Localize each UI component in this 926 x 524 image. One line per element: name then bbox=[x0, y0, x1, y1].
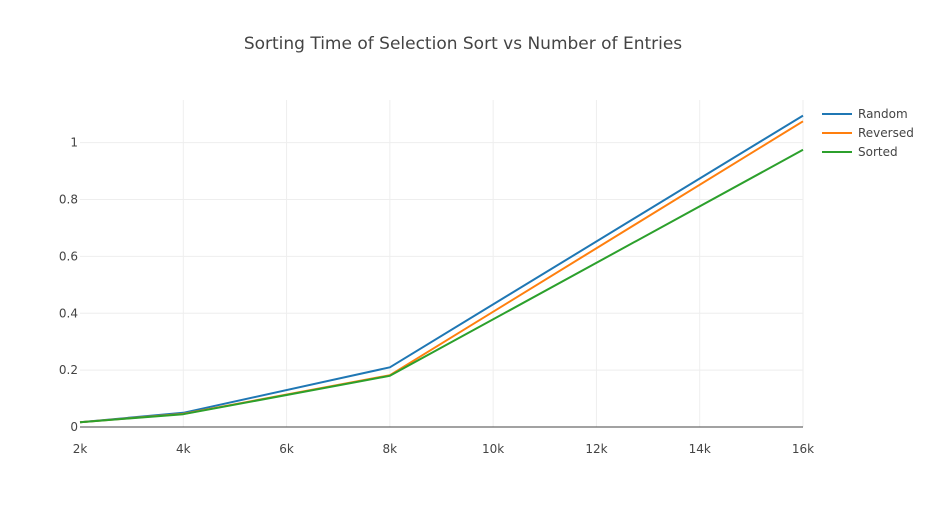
legend-label: Sorted bbox=[858, 144, 898, 159]
legend-swatch bbox=[822, 150, 852, 153]
x-tick-label: 8k bbox=[383, 442, 398, 456]
x-tick-label: 12k bbox=[585, 442, 607, 456]
y-tick-label: 0.8 bbox=[59, 193, 78, 207]
x-tick-label: 6k bbox=[279, 442, 294, 456]
legend: Random Reversed Sorted bbox=[822, 104, 914, 161]
x-tick-label: 2k bbox=[73, 442, 88, 456]
legend-item-sorted[interactable]: Sorted bbox=[822, 142, 914, 161]
legend-swatch bbox=[822, 131, 852, 134]
x-tick-label: 14k bbox=[689, 442, 711, 456]
y-tick-label: 0.2 bbox=[59, 363, 78, 377]
legend-label: Random bbox=[858, 106, 908, 121]
legend-swatch bbox=[822, 112, 852, 115]
legend-label: Reversed bbox=[858, 125, 914, 140]
y-tick-label: 0.6 bbox=[59, 249, 78, 263]
y-tick-label: 1 bbox=[70, 136, 78, 150]
series-line-sorted bbox=[79, 148, 804, 424]
legend-item-random[interactable]: Random bbox=[822, 104, 914, 123]
x-tick-label: 16k bbox=[792, 442, 814, 456]
chart-title: Sorting Time of Selection Sort vs Number… bbox=[243, 34, 683, 54]
x-tick-label: 4k bbox=[176, 442, 191, 456]
y-tick-label: 0 bbox=[70, 420, 78, 434]
series-line-reversed bbox=[79, 120, 804, 424]
x-tick-label: 10k bbox=[482, 442, 504, 456]
legend-item-reversed[interactable]: Reversed bbox=[822, 123, 914, 142]
series-line-random bbox=[79, 114, 804, 424]
y-tick-label: 0.4 bbox=[59, 306, 78, 320]
